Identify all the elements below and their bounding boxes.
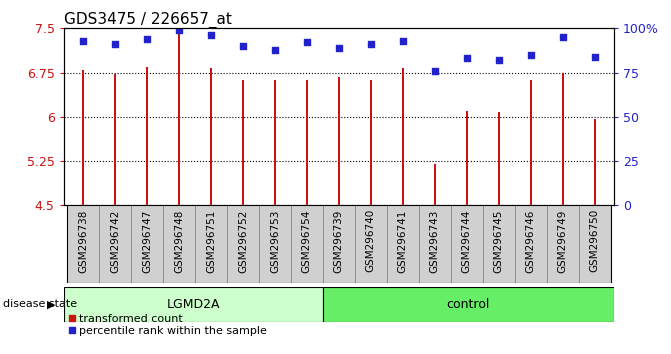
Bar — [195, 205, 227, 283]
Point — [78, 38, 89, 44]
Text: GSM296739: GSM296739 — [334, 209, 344, 273]
Bar — [227, 205, 259, 283]
Bar — [515, 205, 547, 283]
Bar — [433, 164, 436, 205]
Text: GDS3475 / 226657_at: GDS3475 / 226657_at — [64, 12, 231, 28]
Point — [301, 40, 312, 45]
Text: LGMD2A: LGMD2A — [166, 298, 220, 311]
Point — [493, 57, 504, 63]
Bar — [291, 205, 323, 283]
Bar — [82, 70, 84, 205]
Bar — [402, 68, 404, 205]
Point — [397, 38, 408, 44]
Text: GSM296750: GSM296750 — [590, 209, 600, 273]
Bar — [67, 205, 99, 283]
Point — [174, 27, 185, 33]
Point — [462, 56, 472, 61]
Bar — [370, 80, 372, 205]
Bar — [323, 205, 355, 283]
Bar — [242, 80, 244, 205]
Text: GSM296752: GSM296752 — [238, 209, 248, 273]
Text: GSM296746: GSM296746 — [526, 209, 535, 273]
Bar — [579, 205, 611, 283]
Bar — [114, 74, 116, 205]
Bar — [483, 205, 515, 283]
Point — [558, 34, 568, 40]
Bar — [259, 205, 291, 283]
Text: GSM296748: GSM296748 — [174, 209, 184, 273]
Legend: transformed count, percentile rank within the sample: transformed count, percentile rank withi… — [69, 314, 267, 336]
Bar — [387, 205, 419, 283]
Bar — [131, 205, 163, 283]
Point — [589, 54, 600, 59]
Point — [109, 41, 120, 47]
Bar — [210, 68, 212, 205]
Point — [333, 45, 344, 51]
Bar — [64, 287, 323, 322]
Text: GSM296754: GSM296754 — [302, 209, 312, 273]
Point — [429, 68, 440, 74]
Bar — [547, 205, 579, 283]
Point — [525, 52, 536, 58]
Bar — [451, 205, 483, 283]
Bar — [498, 112, 500, 205]
Text: GSM296745: GSM296745 — [494, 209, 504, 273]
Text: GSM296740: GSM296740 — [366, 209, 376, 273]
Bar — [529, 80, 532, 205]
Point — [270, 47, 280, 52]
Point — [238, 43, 248, 49]
Text: GSM296749: GSM296749 — [558, 209, 568, 273]
Bar — [323, 287, 614, 322]
Bar — [178, 33, 180, 205]
Bar — [562, 73, 564, 205]
Bar — [274, 80, 276, 205]
Bar — [163, 205, 195, 283]
Text: GSM296747: GSM296747 — [142, 209, 152, 273]
Bar — [355, 205, 387, 283]
Bar — [338, 77, 340, 205]
Bar — [99, 205, 131, 283]
Bar — [146, 67, 148, 205]
Text: GSM296753: GSM296753 — [270, 209, 280, 273]
Bar — [594, 119, 596, 205]
Bar — [419, 205, 451, 283]
Text: disease state: disease state — [3, 299, 77, 309]
Point — [205, 33, 216, 38]
Text: GSM296742: GSM296742 — [110, 209, 120, 273]
Point — [366, 41, 376, 47]
Bar — [306, 80, 308, 205]
Text: GSM296741: GSM296741 — [398, 209, 408, 273]
Text: GSM296751: GSM296751 — [206, 209, 216, 273]
Text: ▶: ▶ — [47, 299, 56, 309]
Bar — [466, 111, 468, 205]
Text: control: control — [447, 298, 490, 311]
Point — [142, 36, 152, 42]
Text: GSM296744: GSM296744 — [462, 209, 472, 273]
Text: GSM296743: GSM296743 — [430, 209, 440, 273]
Text: GSM296738: GSM296738 — [78, 209, 88, 273]
